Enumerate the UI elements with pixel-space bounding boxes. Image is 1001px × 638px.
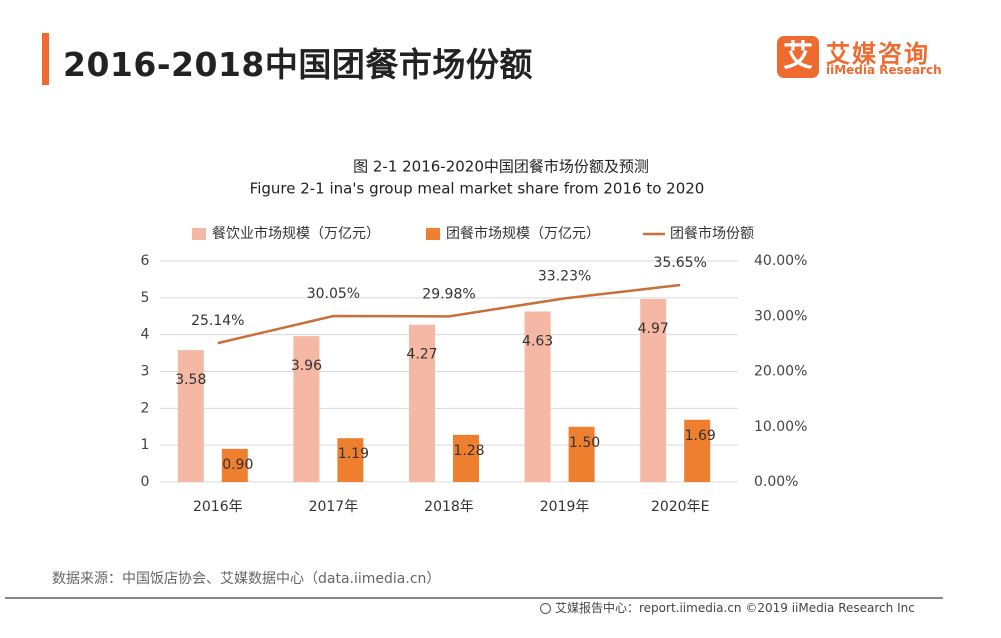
legend-swatch xyxy=(192,228,206,240)
bar-data-label: 4.27 xyxy=(406,347,437,363)
x-axis-label: 2017年 xyxy=(309,499,359,515)
y-left-tick: 1 xyxy=(141,437,150,453)
y-right-tick: 10.00% xyxy=(754,419,807,435)
globe-icon xyxy=(540,603,551,614)
bar-data-label: 4.63 xyxy=(522,333,553,349)
bar-data-label: 1.50 xyxy=(569,435,600,451)
source-note: 数据来源：中国饭店协会、艾媒数据中心（data.iimedia.cn） xyxy=(52,571,441,587)
legend-label: 团餐市场份额 xyxy=(670,225,754,242)
bar xyxy=(293,336,320,482)
y-left-tick: 0 xyxy=(141,474,150,490)
footer-divider xyxy=(5,597,943,599)
x-axis-label: 2020年E xyxy=(651,499,709,515)
bar-data-label: 3.96 xyxy=(291,358,322,374)
logo-mark: 艾 xyxy=(777,36,819,78)
legend-label: 餐饮业市场规模（万亿元） xyxy=(212,225,380,242)
page-title: 2016-2018中国团餐市场份额 xyxy=(63,45,533,84)
bar xyxy=(337,438,364,482)
legend-label: 团餐市场规模（万亿元） xyxy=(446,225,600,242)
x-axis-label: 2016年 xyxy=(193,499,243,515)
title-accent-bar xyxy=(42,33,49,85)
share-line xyxy=(217,283,681,345)
logo-text-cn: 艾媒咨询 xyxy=(826,40,930,68)
bar-data-label: 3.58 xyxy=(175,372,206,388)
bar xyxy=(221,448,248,482)
x-axis-label: 2019年 xyxy=(540,499,590,515)
bar xyxy=(409,324,435,482)
y-left-tick: 6 xyxy=(141,253,150,269)
bar-data-label: 0.90 xyxy=(222,457,253,473)
line-data-label: 30.05% xyxy=(307,286,360,302)
y-left-tick: 4 xyxy=(141,327,150,343)
bar xyxy=(453,434,479,482)
line-data-label: 25.14% xyxy=(191,313,244,329)
bar xyxy=(177,350,204,482)
bar-data-label: 4.97 xyxy=(638,321,669,337)
bar xyxy=(524,311,551,482)
chart-subtitle: Figure 2-1 ina's group meal market share… xyxy=(250,180,705,198)
y-right-tick: 40.00% xyxy=(754,253,807,269)
bar xyxy=(568,426,595,482)
bar xyxy=(640,298,667,482)
y-left-tick: 5 xyxy=(141,290,150,306)
y-right-tick: 20.00% xyxy=(754,364,807,380)
bar-data-label: 1.19 xyxy=(338,446,369,462)
bar-data-label: 1.28 xyxy=(453,443,484,459)
legend-swatch xyxy=(426,228,440,240)
y-left-tick: 2 xyxy=(141,400,150,416)
x-axis-label: 2018年 xyxy=(424,499,474,515)
bar xyxy=(684,419,711,482)
footer-text: 艾媒报告中心：report.iimedia.cn ©2019 iiMedia R… xyxy=(555,601,915,615)
y-right-tick: 0.00% xyxy=(754,474,798,490)
line-data-label: 33.23% xyxy=(538,268,591,284)
y-right-tick: 30.00% xyxy=(754,308,807,324)
bar-data-label: 1.69 xyxy=(685,428,716,444)
line-data-label: 29.98% xyxy=(422,286,475,302)
chart-title: 图 2-1 2016-2020中国团餐市场份额及预测 xyxy=(353,158,649,176)
y-left-tick: 3 xyxy=(141,364,150,380)
logo-text-en: iiMedia Research xyxy=(826,63,942,77)
footer-credit: 艾媒报告中心：report.iimedia.cn ©2019 iiMedia R… xyxy=(540,599,915,616)
line-data-label: 35.65% xyxy=(654,255,707,271)
